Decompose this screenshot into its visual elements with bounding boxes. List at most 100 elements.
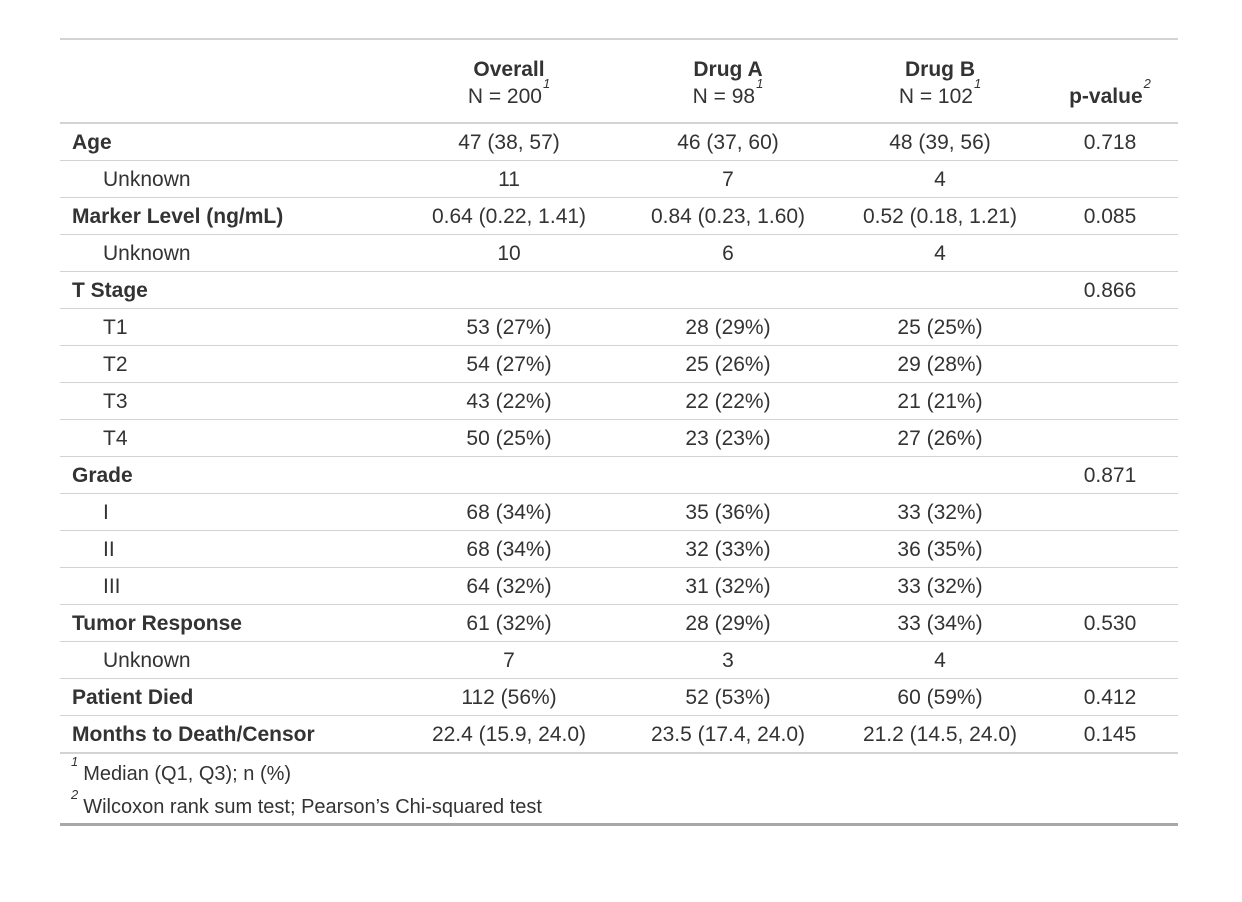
cell-drug-b: 33 (32%) xyxy=(838,567,1042,605)
cell-overall: 7 xyxy=(400,641,618,679)
row-label: T3 xyxy=(60,382,400,420)
cell-drug-a xyxy=(618,271,838,309)
cell-overall: 10 xyxy=(400,234,618,272)
cell-drug-a: 3 xyxy=(618,641,838,679)
row-label: T Stage xyxy=(60,271,400,309)
cell-overall: 64 (32%) xyxy=(400,567,618,605)
column-n-line: N = 2001 xyxy=(408,77,610,110)
row-label: Unknown xyxy=(60,641,400,679)
cell-p-value: 0.871 xyxy=(1042,456,1178,494)
cell-overall: 68 (34%) xyxy=(400,493,618,531)
row-label: I xyxy=(60,493,400,531)
cell-drug-b: 27 (26%) xyxy=(838,419,1042,457)
table-row-grade: Grade 0.871 xyxy=(60,456,1178,494)
cell-overall: 43 (22%) xyxy=(400,382,618,420)
footnote-marker: 1 xyxy=(756,76,764,91)
cell-p-value: 0.412 xyxy=(1042,678,1178,716)
row-label: Grade xyxy=(60,456,400,494)
cell-drug-a: 46 (37, 60) xyxy=(618,123,838,161)
footnote-marker: 1 xyxy=(542,76,551,91)
row-label: Age xyxy=(60,123,400,161)
cell-drug-a: 0.84 (0.23, 1.60) xyxy=(618,197,838,235)
cell-overall: 54 (27%) xyxy=(400,345,618,383)
cell-drug-b: 4 xyxy=(838,234,1042,272)
row-label: Marker Level (ng/mL) xyxy=(60,197,400,235)
table-row-grade-3: III 64 (32%) 31 (32%) 33 (32%) xyxy=(60,567,1178,605)
header-drug-b: Drug B N = 1021 xyxy=(838,39,1042,124)
header-row: Overall N = 2001 Drug A N = 981 Drug B N… xyxy=(60,39,1178,124)
cell-overall: 68 (34%) xyxy=(400,530,618,568)
cell-p-value: 0.085 xyxy=(1042,197,1178,235)
cell-drug-a: 25 (26%) xyxy=(618,345,838,383)
cell-p-value: 0.866 xyxy=(1042,271,1178,309)
footnote: 2Wilcoxon rank sum test; Pearson’s Chi-s… xyxy=(60,788,1178,825)
cell-p-value xyxy=(1042,345,1178,383)
column-title-p-value: p-value xyxy=(1069,85,1143,108)
cell-drug-a: 6 xyxy=(618,234,838,272)
cell-p-value xyxy=(1042,382,1178,420)
table-header: Overall N = 2001 Drug A N = 981 Drug B N… xyxy=(60,39,1178,124)
cell-drug-b xyxy=(838,456,1042,494)
cell-overall: 22.4 (15.9, 24.0) xyxy=(400,715,618,754)
row-label: T2 xyxy=(60,345,400,383)
row-label: Tumor Response xyxy=(60,604,400,642)
header-drug-a: Drug A N = 981 xyxy=(618,39,838,124)
row-label: Unknown xyxy=(60,234,400,272)
footnote-text: Median (Q1, Q3); n (%) xyxy=(83,763,292,785)
cell-drug-b: 60 (59%) xyxy=(838,678,1042,716)
cell-p-value xyxy=(1042,567,1178,605)
table-row-patient-died: Patient Died 112 (56%) 52 (53%) 60 (59%)… xyxy=(60,678,1178,716)
cell-drug-a: 35 (36%) xyxy=(618,493,838,531)
column-title-overall: Overall xyxy=(473,58,545,81)
cell-drug-a: 31 (32%) xyxy=(618,567,838,605)
cell-drug-a: 52 (53%) xyxy=(618,678,838,716)
row-label: T4 xyxy=(60,419,400,457)
cell-overall xyxy=(400,456,618,494)
cell-p-value xyxy=(1042,641,1178,679)
column-title-drug-a: Drug A xyxy=(693,58,763,81)
cell-drug-b xyxy=(838,271,1042,309)
cell-p-value: 0.145 xyxy=(1042,715,1178,754)
cell-drug-a xyxy=(618,456,838,494)
header-overall: Overall N = 2001 xyxy=(400,39,618,124)
cell-drug-b: 33 (32%) xyxy=(838,493,1042,531)
cell-overall: 53 (27%) xyxy=(400,308,618,346)
cell-p-value xyxy=(1042,419,1178,457)
cell-drug-b: 21.2 (14.5, 24.0) xyxy=(838,715,1042,754)
table-row-t-stage: T Stage 0.866 xyxy=(60,271,1178,309)
table-row-response-unknown: Unknown 7 3 4 xyxy=(60,641,1178,679)
cell-overall xyxy=(400,271,618,309)
cell-drug-b: 48 (39, 56) xyxy=(838,123,1042,161)
cell-p-value xyxy=(1042,234,1178,272)
cell-drug-b: 0.52 (0.18, 1.21) xyxy=(838,197,1042,235)
cell-drug-a: 23.5 (17.4, 24.0) xyxy=(618,715,838,754)
footnote-row: 1Median (Q1, Q3); n (%) xyxy=(60,753,1178,790)
footnote-marker: 2 xyxy=(1143,76,1151,91)
cell-drug-b: 21 (21%) xyxy=(838,382,1042,420)
table-row-months-to-death: Months to Death/Censor 22.4 (15.9, 24.0)… xyxy=(60,715,1178,754)
header-p-value: p-value2 xyxy=(1042,39,1178,124)
row-label: Months to Death/Censor xyxy=(60,715,400,754)
table-body: Age 47 (38, 57) 46 (37, 60) 48 (39, 56) … xyxy=(60,123,1178,754)
row-label: Patient Died xyxy=(60,678,400,716)
cell-overall: 11 xyxy=(400,160,618,198)
footnote-row: 2Wilcoxon rank sum test; Pearson’s Chi-s… xyxy=(60,788,1178,825)
table-row-t4: T4 50 (25%) 23 (23%) 27 (26%) xyxy=(60,419,1178,457)
table-row-grade-1: I 68 (34%) 35 (36%) 33 (32%) xyxy=(60,493,1178,531)
table-row-t1: T1 53 (27%) 28 (29%) 25 (25%) xyxy=(60,308,1178,346)
column-n-drug-a: N = 98 xyxy=(692,85,756,108)
row-label: III xyxy=(60,567,400,605)
cell-drug-b: 29 (28%) xyxy=(838,345,1042,383)
cell-drug-b: 33 (34%) xyxy=(838,604,1042,642)
column-title-drug-b: Drug B xyxy=(905,58,975,81)
table-row-age: Age 47 (38, 57) 46 (37, 60) 48 (39, 56) … xyxy=(60,123,1178,161)
cell-overall: 50 (25%) xyxy=(400,419,618,457)
footnote-marker: 1 xyxy=(973,76,982,91)
cell-drug-a: 28 (29%) xyxy=(618,604,838,642)
cell-overall: 61 (32%) xyxy=(400,604,618,642)
column-n-overall: N = 200 xyxy=(467,85,542,108)
header-stub xyxy=(60,39,400,124)
table-row-grade-2: II 68 (34%) 32 (33%) 36 (35%) xyxy=(60,530,1178,568)
row-label: T1 xyxy=(60,308,400,346)
row-label: II xyxy=(60,530,400,568)
